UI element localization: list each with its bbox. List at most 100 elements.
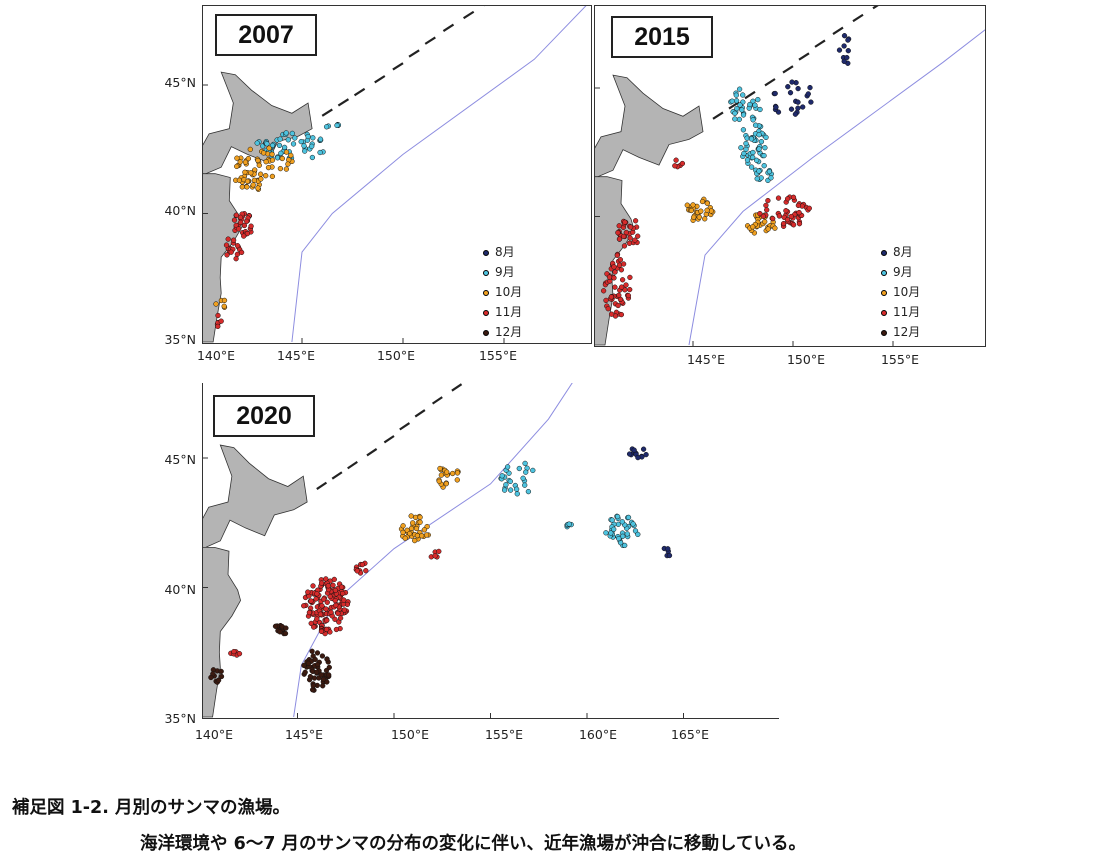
fishing-ground-point bbox=[626, 451, 633, 457]
fishing-ground-point bbox=[620, 261, 627, 267]
fishing-ground-point bbox=[235, 226, 242, 232]
fishing-ground-point bbox=[233, 212, 240, 218]
fishing-ground-point bbox=[795, 202, 802, 209]
lon-label-155e: 155°E bbox=[484, 727, 523, 742]
fishing-ground-point bbox=[255, 185, 261, 191]
fishing-ground-point bbox=[248, 223, 254, 229]
fishing-ground-point bbox=[748, 136, 755, 142]
map-panel-2015: 2015 8月 9月 10月 11月 12月 bbox=[594, 5, 986, 347]
fishing-ground-point bbox=[236, 177, 243, 183]
fishing-ground-point bbox=[806, 205, 812, 211]
fishing-ground-point bbox=[334, 122, 340, 129]
fishing-ground-point bbox=[665, 546, 671, 552]
fishing-ground-point bbox=[625, 514, 632, 521]
fishing-ground-point bbox=[609, 517, 615, 523]
lat-label-40n: 40°N bbox=[164, 582, 196, 597]
fishing-ground-point bbox=[436, 548, 442, 555]
lon-label-165e: 165°E bbox=[670, 727, 709, 742]
fishing-ground-point bbox=[743, 146, 749, 153]
fishing-ground-point bbox=[236, 651, 243, 657]
fishing-ground-point bbox=[630, 521, 636, 527]
fishing-ground-point bbox=[756, 132, 762, 138]
legend-label: 8月 bbox=[893, 245, 913, 259]
fishing-ground-point bbox=[626, 240, 633, 246]
fishing-ground-point bbox=[407, 530, 413, 537]
fishing-ground-point bbox=[514, 491, 520, 497]
fishing-ground-point bbox=[309, 154, 316, 161]
fishing-ground-point bbox=[305, 133, 311, 140]
fishing-ground-point bbox=[421, 527, 428, 533]
fishing-ground-point bbox=[643, 451, 649, 458]
fishing-ground-point bbox=[632, 237, 638, 243]
kuril-island bbox=[424, 36, 436, 45]
fishing-ground-point bbox=[310, 135, 316, 141]
fishing-ground-point bbox=[400, 523, 406, 529]
fishing-ground-point bbox=[328, 609, 334, 615]
legend-label: 12月 bbox=[495, 325, 523, 339]
fishing-ground-point bbox=[288, 152, 294, 159]
fishing-ground-point bbox=[309, 143, 315, 149]
legend-marker bbox=[881, 310, 887, 316]
legend-2007: 8月 9月 10月 11月 12月 bbox=[481, 242, 522, 342]
fishing-ground-point bbox=[255, 157, 261, 164]
fishing-ground-point bbox=[635, 531, 641, 538]
fishing-ground-point bbox=[611, 264, 617, 270]
fishing-ground-point bbox=[237, 159, 243, 165]
kuril-island bbox=[408, 49, 420, 58]
fishing-ground-point bbox=[326, 664, 332, 671]
legend-marker bbox=[483, 330, 489, 336]
figure-caption-body: 海洋環境や 6～7 月のサンマの分布の変化に伴い、近年漁場が沖合に移動している。 bbox=[140, 834, 807, 854]
fishing-ground-point bbox=[733, 98, 740, 104]
fishing-ground-point bbox=[285, 161, 291, 167]
fishing-ground-point bbox=[770, 215, 776, 222]
fishing-ground-point bbox=[238, 219, 244, 226]
lat-label-35n: 35°N bbox=[164, 332, 196, 347]
honshu-land bbox=[203, 173, 243, 343]
fishing-ground-point bbox=[317, 149, 323, 156]
fishing-ground-point bbox=[762, 145, 768, 151]
kuril-island bbox=[392, 62, 404, 71]
fishing-ground-point bbox=[666, 552, 673, 559]
fishing-ground-point bbox=[436, 478, 442, 484]
fishing-ground-point bbox=[620, 533, 626, 539]
fishing-ground-point bbox=[335, 610, 341, 617]
fishing-ground-point bbox=[699, 198, 706, 205]
kuril-island bbox=[316, 481, 328, 490]
fishing-ground-point bbox=[256, 162, 262, 168]
fishing-ground-point bbox=[247, 146, 253, 153]
eez-boundary-line bbox=[688, 29, 985, 346]
fishing-ground-point bbox=[790, 222, 797, 228]
fishing-ground-point bbox=[684, 202, 690, 208]
fishing-ground-point bbox=[292, 135, 298, 141]
kuril-island bbox=[347, 460, 358, 470]
fishing-ground-point bbox=[788, 106, 795, 112]
fishing-ground-point bbox=[318, 580, 325, 586]
kuril-island bbox=[463, 10, 475, 20]
fishing-ground-point bbox=[263, 173, 269, 179]
fishing-ground-point bbox=[836, 47, 843, 53]
fishing-ground-point bbox=[266, 145, 272, 151]
fishing-ground-point bbox=[301, 662, 307, 669]
kuril-island bbox=[414, 409, 426, 418]
fishing-ground-point bbox=[233, 256, 239, 262]
fishing-ground-point bbox=[244, 184, 250, 190]
fishing-ground-point bbox=[302, 148, 308, 154]
fishing-ground-point bbox=[523, 469, 529, 475]
fishing-ground-point bbox=[408, 525, 415, 532]
fishing-ground-point bbox=[775, 195, 782, 201]
fishing-ground-point bbox=[605, 306, 611, 312]
fishing-ground-point bbox=[787, 90, 794, 96]
legend-marker bbox=[881, 250, 887, 256]
fishing-ground-point bbox=[241, 233, 247, 239]
honshu-land bbox=[203, 546, 241, 718]
fishing-ground-point bbox=[283, 166, 290, 172]
fishing-ground-point bbox=[265, 164, 272, 171]
fishing-ground-point bbox=[790, 194, 797, 200]
fishing-ground-point bbox=[319, 603, 325, 609]
fishing-ground-point bbox=[283, 625, 289, 631]
fishing-ground-point bbox=[691, 214, 697, 220]
fishing-ground-point bbox=[796, 209, 802, 216]
kuril-island bbox=[764, 78, 776, 87]
fishing-ground-point bbox=[624, 531, 630, 537]
fishing-ground-point bbox=[754, 176, 760, 182]
